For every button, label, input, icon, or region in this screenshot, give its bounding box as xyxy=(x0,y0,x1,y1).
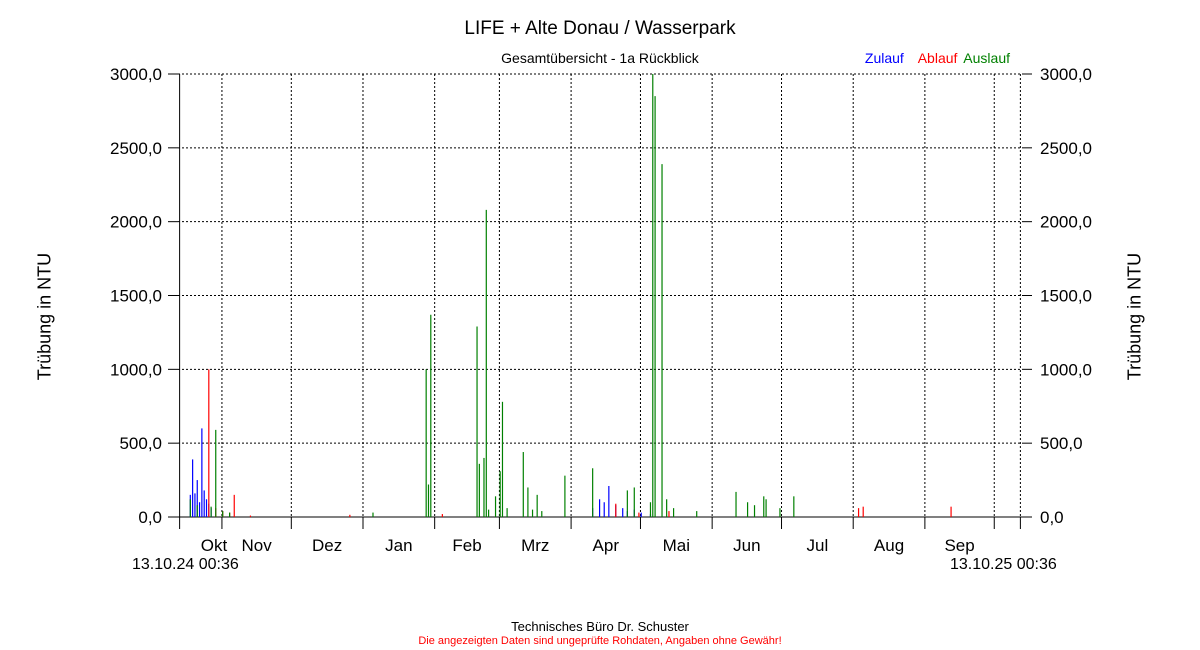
month-label: Sep xyxy=(944,536,974,555)
legend-item-auslauf: Auslauf xyxy=(963,50,1010,66)
month-label: Dez xyxy=(312,536,342,555)
month-label: Okt xyxy=(201,536,228,555)
month-label: Jan xyxy=(385,536,412,555)
month-label: Feb xyxy=(452,536,481,555)
month-label: Nov xyxy=(242,536,273,555)
footer-disclaimer: Die angezeigten Daten sind ungeprüfte Ro… xyxy=(418,635,782,647)
legend-item-ablauf: Ablauf xyxy=(917,50,958,66)
footer-company: Technisches Büro Dr. Schuster xyxy=(511,619,689,634)
y-tick-label-left: 2000,0 xyxy=(110,213,162,232)
y-tick-label-right: 2500,0 xyxy=(1040,139,1092,158)
chart-subtitle: Gesamtübersicht - 1a Rückblick xyxy=(501,50,699,66)
y-tick-label-right: 1500,0 xyxy=(1040,287,1092,306)
y-tick-label-right: 3000,0 xyxy=(1040,65,1092,84)
y-tick-label-left: 2500,0 xyxy=(110,139,162,158)
y-tick-label-right: 0,0 xyxy=(1040,508,1064,527)
y-tick-label-left: 3000,0 xyxy=(110,65,162,84)
month-label: Apr xyxy=(593,536,620,555)
chart-title: LIFE + Alte Donau / Wasserpark xyxy=(464,18,736,39)
month-label: Mai xyxy=(663,536,690,555)
y-tick-label-right: 2000,0 xyxy=(1040,213,1092,232)
month-label: Jul xyxy=(806,536,828,555)
y-tick-label-right: 1000,0 xyxy=(1040,360,1092,379)
legend-item-zulauf: Zulauf xyxy=(864,50,904,66)
legend: Zulauf Ablauf Auslauf xyxy=(855,50,1010,66)
y-tick-label-left: 1000,0 xyxy=(110,360,162,379)
month-label: Aug xyxy=(874,536,904,555)
x-start-label: 13.10.24 00:36 xyxy=(132,556,239,573)
y-tick-label-left: 0,0 xyxy=(138,508,162,527)
y-tick-label-left: 500,0 xyxy=(119,434,162,453)
y-tick-label-right: 500,0 xyxy=(1040,434,1083,453)
x-end-label: 13.10.25 00:36 xyxy=(950,556,1057,573)
y-tick-label-left: 1500,0 xyxy=(110,287,162,306)
month-label: Jun xyxy=(733,536,760,555)
month-label: Mrz xyxy=(521,536,549,555)
